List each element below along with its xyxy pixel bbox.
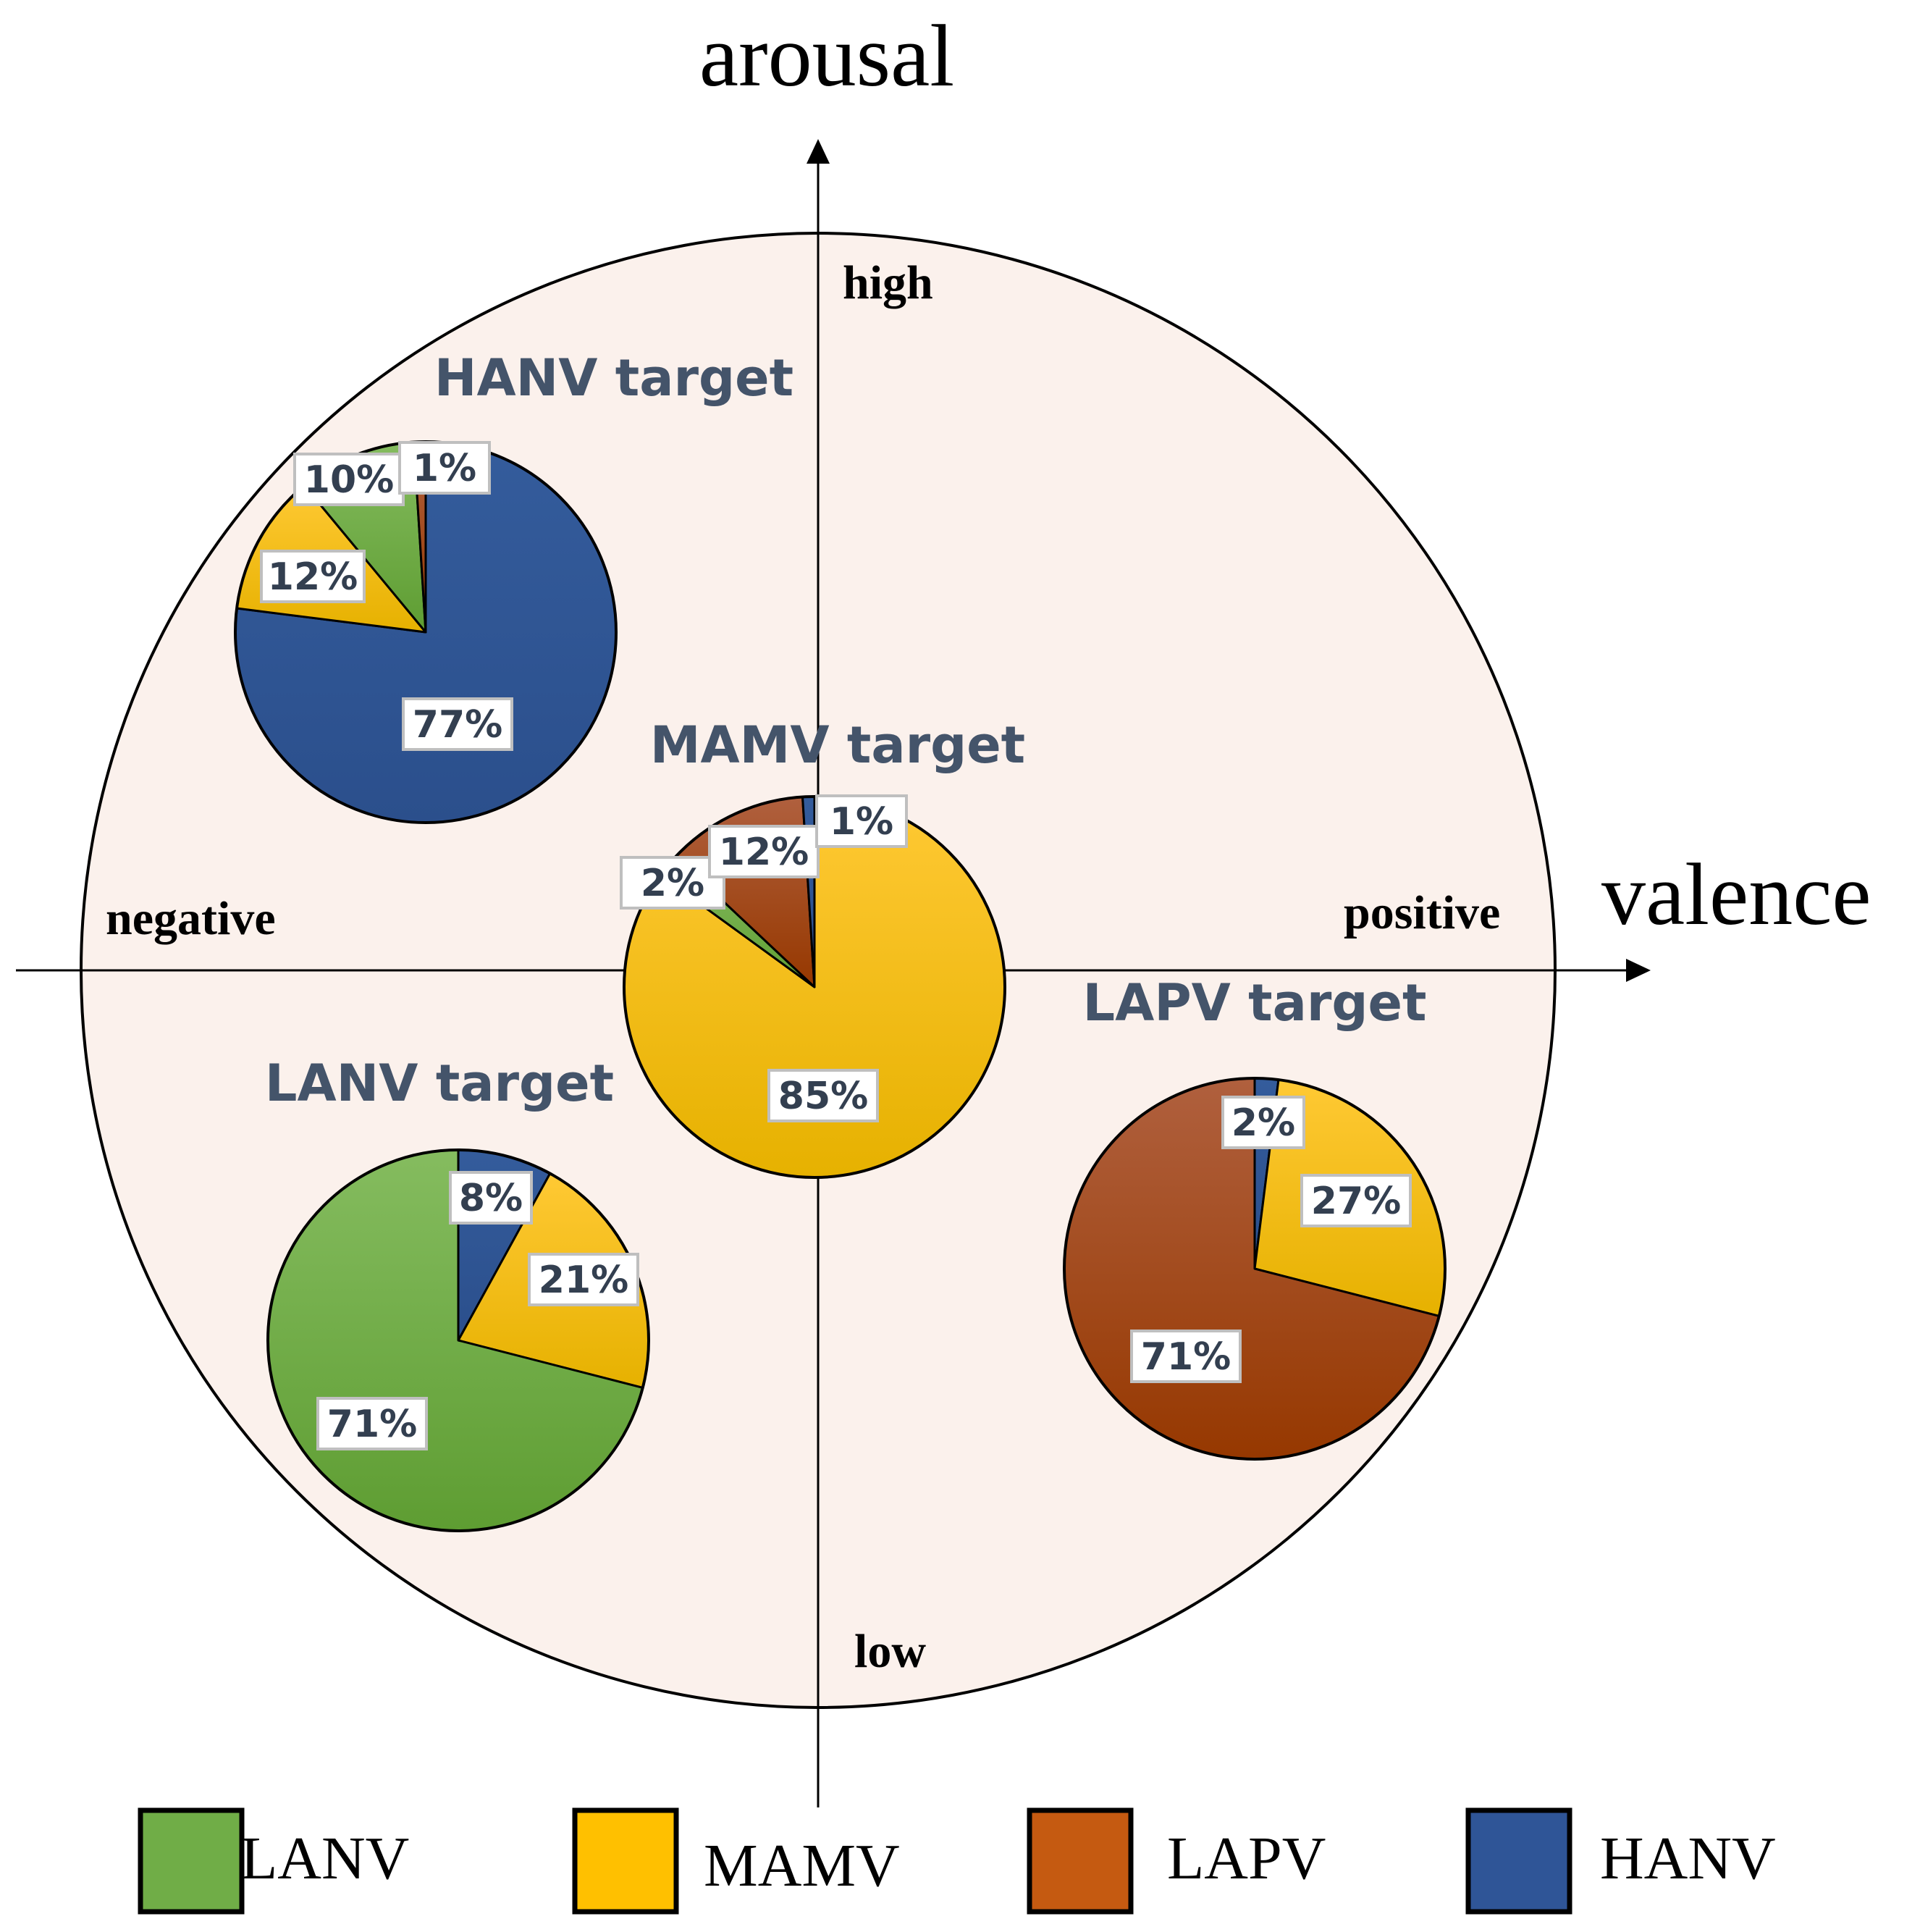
hanv-target-label-box-lapv <box>398 441 491 495</box>
legend-item-mamv: MAMV <box>572 1807 900 1915</box>
valence-arrowhead <box>1626 959 1651 982</box>
lapv-target-label-hanv: 2% <box>1221 1096 1305 1149</box>
mamv-target-label-box-lapv <box>708 825 820 878</box>
hanv-target-label-text-mamv: 12% <box>268 555 358 599</box>
hanv-target-pie: HANV target 77% 12% 10% 1% <box>234 348 793 824</box>
hanv-target-title: HANV target <box>434 348 793 408</box>
legend-item-lanv: LANV <box>138 1807 409 1915</box>
hanv-target-label-box-lanv <box>293 453 405 506</box>
lanv-target-label-lanv: 71% <box>316 1397 428 1450</box>
mamv-target-label-text-mamv: 85% <box>778 1075 868 1118</box>
lapv-target-label-box-mamv <box>1300 1174 1412 1227</box>
hanv-target-wedges <box>234 440 618 824</box>
lapv-target-label-text-hanv: 2% <box>1231 1101 1295 1145</box>
hanv-target-label-lanv: 10% <box>293 453 405 506</box>
hanv-target-label-hanv: 77% <box>402 697 513 751</box>
mamv-target-label-text-lapv: 12% <box>719 831 809 874</box>
high-label: high <box>843 256 933 309</box>
lanv-target-outline <box>266 1148 650 1532</box>
hanv-target-label-text-lanv: 10% <box>304 458 394 502</box>
mamv-target-label-text-hanv: 1% <box>830 800 893 844</box>
lapv-target-label-box-lapv <box>1130 1330 1242 1383</box>
lapv-target-label-mamv: 27% <box>1300 1174 1412 1227</box>
lanv-target-pie: LANV target 8% 21% 71% <box>265 1054 650 1532</box>
mamv-target-label-lanv: 2% <box>620 856 725 910</box>
lapv-target-label-text-mamv: 27% <box>1311 1180 1401 1223</box>
lanv-target-label-text-hanv: 8% <box>459 1177 523 1220</box>
lanv-target-label-hanv: 8% <box>449 1171 533 1225</box>
legend: LANV MAMV LAPV HANV <box>138 1807 1776 1915</box>
lanv-target-label-box-lanv <box>316 1397 428 1450</box>
mamv-target-label-box-hanv <box>815 794 908 848</box>
lapv-target-label-lapv: 71% <box>1130 1330 1242 1383</box>
mamv-target-label-text-lanv: 2% <box>641 862 704 905</box>
lanv-target-title: LANV target <box>265 1054 614 1113</box>
lapv-target-title: LAPV target <box>1083 973 1427 1033</box>
hanv-target-label-box-mamv <box>260 550 366 603</box>
low-label: low <box>854 1625 926 1678</box>
mamv-target-label-box-lanv <box>620 856 725 910</box>
lapv-target-label-text-lapv: 71% <box>1141 1335 1231 1379</box>
hanv-target-label-text-lapv: 1% <box>413 447 476 490</box>
mamv-target-title: MAMV target <box>650 715 1025 775</box>
mamv-target-label-lapv: 12% <box>708 825 820 878</box>
lanv-target-label-text-mamv: 21% <box>539 1259 628 1302</box>
mamv-target-pie: MAMV target 85% 2% 12% 1% <box>620 715 1025 1179</box>
hanv-target-label-lapv: 1% <box>398 441 491 495</box>
legend-swatch-lanv <box>138 1807 245 1915</box>
legend-swatch-hanv <box>1465 1807 1572 1915</box>
legend-label-lapv: LAPV <box>1167 1825 1326 1892</box>
lanv-target-label-mamv: 21% <box>528 1253 639 1306</box>
hanv-target-label-text-hanv: 77% <box>413 703 502 747</box>
lapv-target-outline <box>1063 1077 1447 1461</box>
lapv-target-label-box-hanv <box>1221 1096 1305 1149</box>
mamv-target-label-box-mamv <box>767 1069 879 1122</box>
legend-label-mamv: MAMV <box>704 1832 900 1899</box>
legend-item-hanv: HANV <box>1465 1807 1776 1915</box>
mamv-target-label-hanv: 1% <box>815 794 908 848</box>
lanv-target-label-box-mamv <box>528 1253 639 1306</box>
lanv-target-label-box-hanv <box>449 1171 533 1225</box>
legend-label-hanv: HANV <box>1600 1825 1776 1892</box>
legend-swatch-lapv <box>1027 1807 1134 1915</box>
legend-item-lapv: LAPV <box>1027 1807 1326 1915</box>
arousal-arrowhead <box>807 139 830 164</box>
hanv-target-label-box-hanv <box>402 697 513 751</box>
lapv-target-pie: LAPV target 2% 27% 71% <box>1063 973 1447 1461</box>
positive-label: positive <box>1344 886 1500 939</box>
legend-label-lanv: LANV <box>240 1825 409 1892</box>
mamv-target-outline <box>623 795 1006 1179</box>
arousal-label: arousal <box>699 7 954 105</box>
legend-swatch-mamv <box>572 1807 679 1915</box>
mamv-target-label-mamv: 85% <box>767 1069 879 1122</box>
hanv-target-label-mamv: 12% <box>260 550 366 603</box>
pie-charts: HANV target 77% 12% 10% 1% MAMV target 85% 2% 12… <box>234 348 1447 1532</box>
valence-label: valence <box>1601 846 1871 944</box>
lanv-target-label-text-lanv: 71% <box>327 1403 417 1446</box>
negative-label: negative <box>106 892 276 945</box>
